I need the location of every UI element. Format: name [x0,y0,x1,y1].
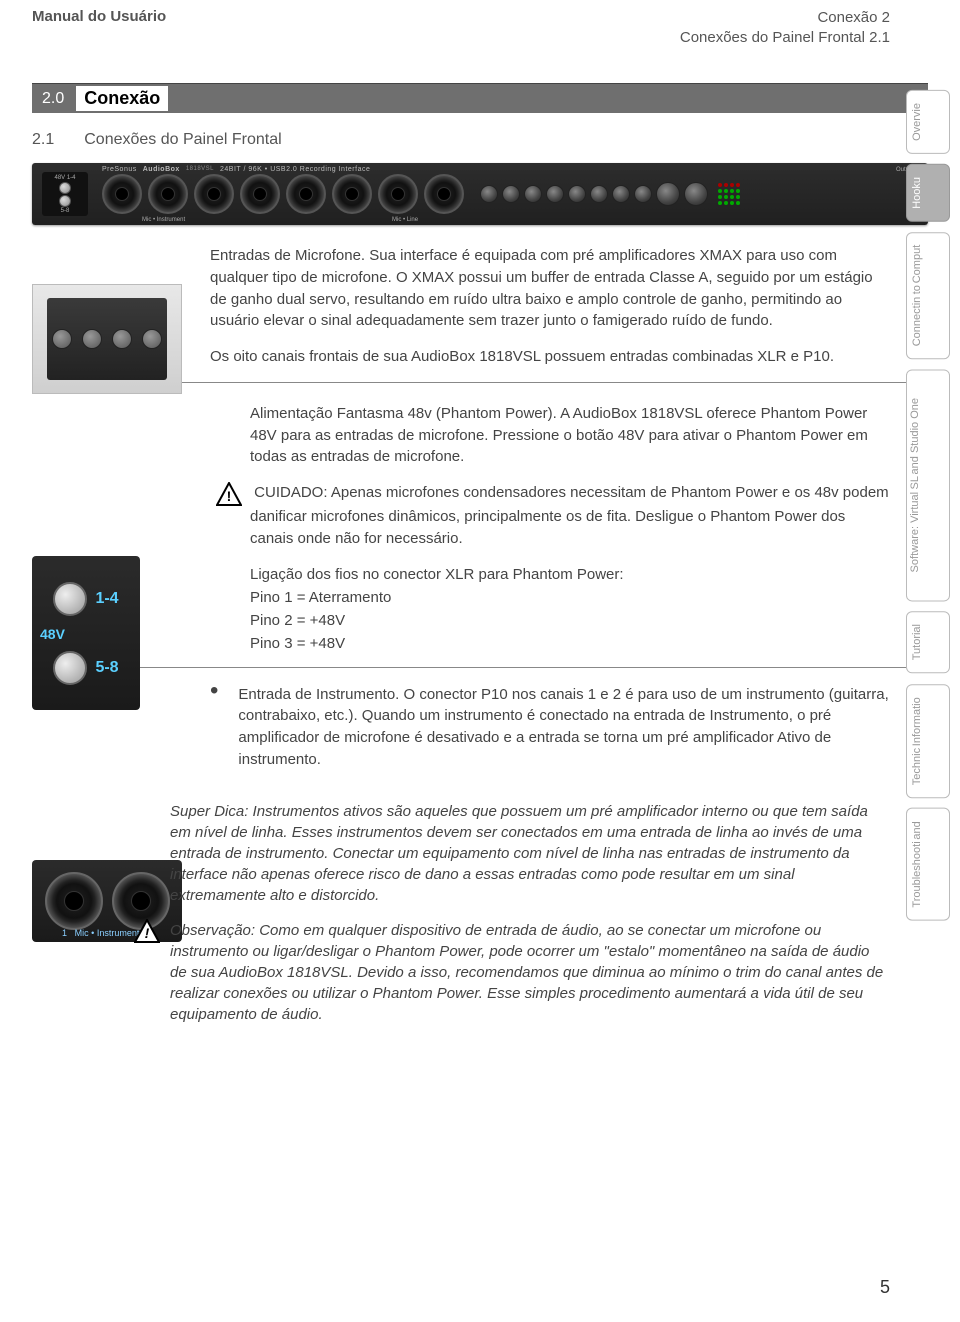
section-number: 2.0 [42,90,64,108]
combo-jack-icon [378,174,418,214]
combo-jack-icon [424,174,464,214]
instrument-bullet: • Entrada de Instrumento. O conector P10… [210,684,890,785]
warning-triangle-icon: ! [216,482,242,506]
jack-thumb-bottom-label: Mic • Instrument [75,928,140,938]
gain-knob-icon [634,185,652,203]
paragraph-phantom-warning: ! CUIDADO: Apenas microfones condensador… [250,482,890,550]
side-tabs: Overvie Hooku Connectin to Comput Softwa… [906,90,950,921]
warning-triangle-icon: ! [134,919,160,943]
subsection-title: Conexões do Painel Frontal [84,131,281,149]
gain-knob-icon [546,185,564,203]
gain-knob-icon [524,185,542,203]
device-desc: 24BIT / 96K • USB2.0 Recording Interface [220,166,370,173]
tab-overview[interactable]: Overvie [906,90,950,154]
super-tip-2: Observação: Como em qualquer dispositivo… [170,920,890,1025]
header-right-line2: Conexões do Painel Frontal 2.1 [680,28,890,48]
combo-jack-icon [194,174,234,214]
paragraph-block-2: Alimentação Fantasma 48v (Phantom Power)… [250,403,890,655]
gain-knob-icon [568,185,586,203]
pin-1: Pino 1 = Aterramento [250,587,890,609]
paragraph-combo-inputs: Os oito canais frontais de sua AudioBox … [210,346,890,368]
tab-hookup[interactable]: Hooku [906,164,950,222]
device-front-panel-image: PreSonus AudioBox 1818VSL 24BIT / 96K • … [32,163,928,225]
phones-knob-icon [684,182,708,206]
combo-jack-icon [102,174,142,214]
combo-jack-icon [240,174,280,214]
phantom-label-48v: 48V [40,626,65,642]
tab-tutorials[interactable]: Tutorial [906,611,950,673]
page-number: 5 [880,1277,890,1298]
paragraph-mic-inputs: Entradas de Microfone. Sua interface é e… [210,245,890,332]
section-heading-bar: 2.0 Conexão [32,83,928,113]
combo-jack-icon [148,174,188,214]
device-variant: 1818VSL [186,166,214,173]
phantom-button-icon [53,651,87,685]
jack-row [102,174,464,214]
phantom-power-thumb-image: 1-4 48V 5-8 [32,556,140,710]
svg-text:!: ! [145,925,150,941]
mic-input-thumb-image [32,284,182,394]
header-right: Conexão 2 Conexões do Painel Frontal 2.1 [680,8,890,47]
page-header: Manual do Usuário Conexão 2 Conexões do … [0,0,960,51]
header-left: Manual do Usuário [32,8,166,47]
gain-knob-icon [590,185,608,203]
device-brand: PreSonus [102,166,137,173]
pin-wiring-intro: Ligação dos fios no conector XLR para Ph… [250,564,890,586]
main-knob-icon [656,182,680,206]
phantom-label-1-4: 1-4 [95,590,118,608]
gain-knob-icon [612,185,630,203]
paragraph-instrument-input: Entrada de Instrumento. O conector P10 n… [238,684,890,771]
combo-jack-icon [286,174,326,214]
phantom-label-5-8: 5-8 [95,659,118,677]
combo-jack-icon [332,174,372,214]
paragraph-block-1: Entradas de Microfone. Sua interface é e… [210,245,890,368]
device-model: AudioBox [143,166,180,173]
header-right-line1: Conexão 2 [680,8,890,28]
knob-row [480,182,708,206]
tab-connecting[interactable]: Connectin to Comput [906,232,950,359]
phantom-power-box-icon: 48V 1-4 5-8 [42,172,88,216]
pin-3: Pino 3 = +48V [250,633,890,655]
super-tip-block: Super Dica: Instrumentos ativos são aque… [170,801,890,1025]
tab-troubleshooting[interactable]: Troubleshooti and [906,808,950,921]
subsection-number: 2.1 [32,131,54,149]
led-meter-icon [718,174,758,214]
super-tip-1: Super Dica: Instrumentos ativos são aque… [170,801,890,906]
mic-line-label: Mic • Line [392,217,418,223]
mic-instrument-label: Mic • Instrument [142,217,185,223]
subsection-row: 2.1 Conexões do Painel Frontal [32,131,928,149]
tab-software[interactable]: Software: Virtual SL and Studio One [906,369,950,601]
phantom-button-icon [53,582,87,616]
phantom-button-icon [59,182,71,194]
phantom-button-icon [59,195,71,207]
jack-number-1: 1 [62,928,67,938]
combo-jack-icon [45,872,103,930]
pin-2: Pino 2 = +48V [250,610,890,632]
paragraph-block-3: • Entrada de Instrumento. O conector P10… [210,684,890,785]
bullet-dot-icon: • [210,684,218,785]
paragraph-phantom-power: Alimentação Fantasma 48v (Phantom Power)… [250,403,890,468]
gain-knob-icon [480,185,498,203]
divider [32,667,928,668]
svg-text:!: ! [227,488,232,504]
section-title: Conexão [76,86,168,111]
tab-technical[interactable]: Technic Informatio [906,684,950,798]
gain-knob-icon [502,185,520,203]
